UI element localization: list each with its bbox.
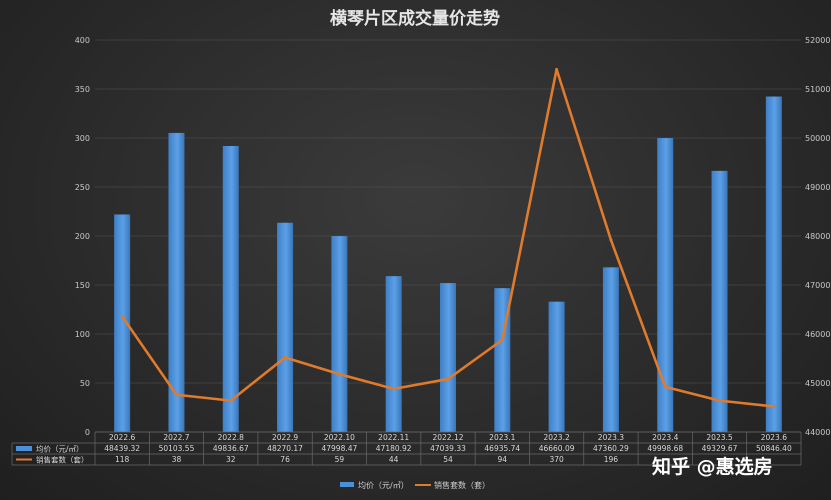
price-cell: 48439.32 bbox=[104, 444, 140, 453]
right-tick-label: 46000 bbox=[805, 330, 830, 339]
data-table: 2022.6 2022.7 2022.8 2022.9 2022.10 2022.11 20… bbox=[11, 431, 802, 466]
category-label: 2023.3 bbox=[598, 433, 624, 442]
left-tick-label: 200 bbox=[75, 232, 90, 241]
line-point bbox=[283, 356, 287, 360]
left-tick-label: 250 bbox=[75, 183, 90, 192]
category-label: 2022.12 bbox=[432, 433, 463, 442]
gridlines bbox=[95, 39, 801, 433]
row-header-price: 均价（元/㎡） bbox=[36, 444, 84, 454]
price-cell: 48270.17 bbox=[267, 444, 303, 453]
price-cell: 50103.55 bbox=[159, 444, 195, 453]
bar bbox=[548, 301, 565, 432]
price-cell: 49836.67 bbox=[213, 444, 249, 453]
left-tick-label: 100 bbox=[75, 330, 90, 339]
bar bbox=[385, 276, 402, 432]
bar bbox=[440, 283, 456, 432]
legend-label: 销售套数（套） bbox=[434, 480, 490, 490]
right-tick-label: 51000 bbox=[805, 85, 830, 94]
price-cell: 46935.74 bbox=[484, 444, 520, 453]
count-cell: 38 bbox=[172, 455, 182, 464]
price-cell: 47039.33 bbox=[430, 444, 466, 453]
price-cell: 50846.40 bbox=[756, 444, 792, 453]
price-cell: 47998.47 bbox=[321, 444, 357, 453]
bar bbox=[168, 132, 185, 432]
right-tick-label: 50000 bbox=[805, 134, 830, 143]
legend: 均价（元/㎡） 销售套数（套） bbox=[340, 480, 490, 490]
right-tick-label: 47000 bbox=[805, 281, 830, 290]
price-cell: 49329.67 bbox=[702, 444, 738, 453]
line-point bbox=[120, 314, 124, 318]
line-point bbox=[392, 387, 396, 391]
line-point bbox=[337, 372, 341, 376]
line-point bbox=[555, 67, 559, 71]
count-cell: 118 bbox=[115, 455, 130, 464]
category-label: 2023.5 bbox=[706, 433, 732, 442]
left-tick-label: 50 bbox=[80, 379, 90, 388]
line-point bbox=[718, 399, 722, 403]
bar bbox=[657, 138, 674, 432]
count-cell: 76 bbox=[280, 455, 290, 464]
bar bbox=[765, 96, 782, 432]
count-cell: 370 bbox=[549, 455, 564, 464]
legend-key-bar bbox=[16, 446, 32, 451]
line-series bbox=[120, 67, 776, 409]
line-point bbox=[446, 377, 450, 381]
right-axis: 44000 45000 46000 47000 48000 49000 50000 51000… bbox=[805, 36, 830, 437]
count-cell: 59 bbox=[335, 455, 345, 464]
category-label: 2022.7 bbox=[163, 433, 189, 442]
right-tick-label: 48000 bbox=[805, 232, 830, 241]
count-cell: 94 bbox=[498, 455, 508, 464]
count-cell: 54 bbox=[443, 455, 453, 464]
bar bbox=[114, 214, 131, 432]
bar-series bbox=[114, 96, 782, 432]
category-label: 2022.6 bbox=[109, 433, 135, 442]
chart-title: 横琴片区成交量价走势 bbox=[330, 8, 500, 29]
category-label: 2022.10 bbox=[324, 433, 355, 442]
line-point bbox=[229, 399, 233, 403]
category-label: 2023.4 bbox=[652, 433, 678, 442]
bar bbox=[277, 222, 294, 432]
category-label: 2023.1 bbox=[489, 433, 515, 442]
bar bbox=[331, 236, 348, 432]
count-cell: 196 bbox=[604, 455, 619, 464]
category-label: 2023.6 bbox=[761, 433, 787, 442]
right-tick-label: 52000 bbox=[805, 36, 830, 45]
line-point bbox=[500, 338, 504, 342]
right-tick-label: 45000 bbox=[805, 379, 830, 388]
category-label: 2022.8 bbox=[218, 433, 244, 442]
left-tick-label: 350 bbox=[75, 85, 90, 94]
right-tick-label: 49000 bbox=[805, 183, 830, 192]
count-cell: 32 bbox=[226, 455, 236, 464]
price-cell: 49998.68 bbox=[647, 444, 683, 453]
bar bbox=[711, 170, 728, 432]
left-tick-label: 400 bbox=[75, 36, 90, 45]
row-header-count: 销售套数（套） bbox=[36, 455, 89, 465]
bar bbox=[602, 267, 619, 432]
line-point bbox=[772, 405, 776, 409]
count-cell: 44 bbox=[389, 455, 399, 464]
line-point bbox=[174, 393, 178, 397]
category-label: 2023.2 bbox=[543, 433, 569, 442]
left-tick-label: 150 bbox=[75, 281, 90, 290]
category-label: 2022.9 bbox=[272, 433, 298, 442]
price-cell: 46660.09 bbox=[539, 444, 575, 453]
left-tick-label: 0 bbox=[85, 428, 90, 437]
price-cell: 47180.92 bbox=[376, 444, 412, 453]
left-axis: 0 50 100 150 200 250 300 350 400 bbox=[75, 36, 90, 437]
category-label: 2022.11 bbox=[378, 433, 409, 442]
right-tick-label: 44000 bbox=[805, 428, 830, 437]
price-cell: 47360.29 bbox=[593, 444, 629, 453]
line-point bbox=[663, 385, 667, 389]
legend-label: 均价（元/㎡） bbox=[358, 480, 409, 490]
legend-key-bar bbox=[340, 482, 354, 487]
line-point bbox=[609, 238, 613, 242]
bar bbox=[222, 146, 239, 432]
watermark: 知乎 @惠选房 bbox=[652, 455, 773, 478]
left-tick-label: 300 bbox=[75, 134, 90, 143]
